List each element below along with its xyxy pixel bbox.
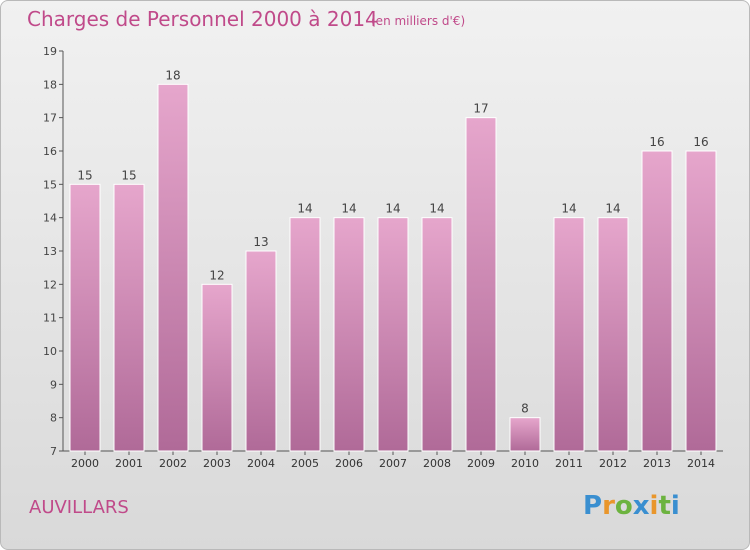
data-label-2002: 18 xyxy=(165,68,180,82)
bar-2004 xyxy=(245,250,277,452)
y-tick-label: 17 xyxy=(43,112,57,125)
logo-letter: i xyxy=(649,491,659,521)
y-tick-label: 8 xyxy=(50,412,57,425)
x-tick-label-2003: 2003 xyxy=(203,457,231,470)
logo-letter: o xyxy=(614,491,633,521)
x-tick-label-2009: 2009 xyxy=(467,457,495,470)
bar-2008 xyxy=(421,217,453,452)
x-tick-label-2010: 2010 xyxy=(511,457,539,470)
logo-letter: i xyxy=(670,491,680,521)
x-tick-label-2000: 2000 xyxy=(71,457,99,470)
x-tick-label-2007: 2007 xyxy=(379,457,407,470)
x-tick-label-2014: 2014 xyxy=(687,457,715,470)
chart-title: Charges de Personnel 2000 à 2014 xyxy=(27,7,378,31)
data-label-2008: 14 xyxy=(429,202,444,216)
y-tick-label: 10 xyxy=(43,345,57,358)
data-label-2004: 13 xyxy=(253,235,268,249)
y-tick-label: 19 xyxy=(43,45,57,58)
data-label-2011: 14 xyxy=(561,202,576,216)
bar-2002 xyxy=(157,83,189,452)
y-tick-label: 13 xyxy=(43,245,57,258)
y-tick-label: 15 xyxy=(43,178,57,191)
bar-2010 xyxy=(509,417,541,452)
data-label-2007: 14 xyxy=(385,202,400,216)
data-label-2013: 16 xyxy=(649,135,664,149)
y-tick-label: 16 xyxy=(43,145,57,158)
x-tick-label-2011: 2011 xyxy=(555,457,583,470)
data-label-2010: 8 xyxy=(521,402,529,416)
y-tick-label: 18 xyxy=(43,78,57,91)
y-tick-label: 11 xyxy=(43,312,57,325)
y-tick-label: 12 xyxy=(43,278,57,291)
data-label-2003: 12 xyxy=(209,268,224,282)
x-tick-label-2006: 2006 xyxy=(335,457,363,470)
bar-2009 xyxy=(465,117,497,452)
data-label-2000: 15 xyxy=(77,168,92,182)
proxiti-logo: Proxiti xyxy=(583,491,680,521)
bar-2001 xyxy=(113,183,145,452)
bar-2012 xyxy=(597,217,629,452)
bar-2006 xyxy=(333,217,365,452)
y-tick-label: 7 xyxy=(50,445,57,458)
bar-2014 xyxy=(685,150,717,452)
bar-2011 xyxy=(553,217,585,452)
chart-subtitle: (en milliers d'€) xyxy=(371,14,466,28)
x-tick-label-2013: 2013 xyxy=(643,457,671,470)
data-label-2014: 16 xyxy=(693,135,708,149)
data-label-2006: 14 xyxy=(341,202,356,216)
data-label-2009: 17 xyxy=(473,102,488,116)
logo-letter: t xyxy=(658,491,671,521)
bar-2003 xyxy=(201,283,233,452)
bar-2000 xyxy=(69,183,101,452)
x-tick-label-2008: 2008 xyxy=(423,457,451,470)
y-tick-label: 14 xyxy=(43,212,57,225)
x-tick-label-2004: 2004 xyxy=(247,457,275,470)
place-name: AUVILLARS xyxy=(29,497,129,518)
bar-2007 xyxy=(377,217,409,452)
x-tick-label-2002: 2002 xyxy=(159,457,187,470)
data-label-2005: 14 xyxy=(297,202,312,216)
bar-2013 xyxy=(641,150,673,452)
x-tick-label-2005: 2005 xyxy=(291,457,319,470)
y-tick-label: 9 xyxy=(50,378,57,391)
logo-letter: r xyxy=(602,491,615,521)
data-label-2012: 14 xyxy=(605,202,620,216)
logo-letter: P xyxy=(583,491,603,521)
x-tick-label-2001: 2001 xyxy=(115,457,143,470)
data-label-2001: 15 xyxy=(121,168,136,182)
bar-2005 xyxy=(289,217,321,452)
logo-letter: x xyxy=(632,491,650,521)
x-tick-label-2012: 2012 xyxy=(599,457,627,470)
